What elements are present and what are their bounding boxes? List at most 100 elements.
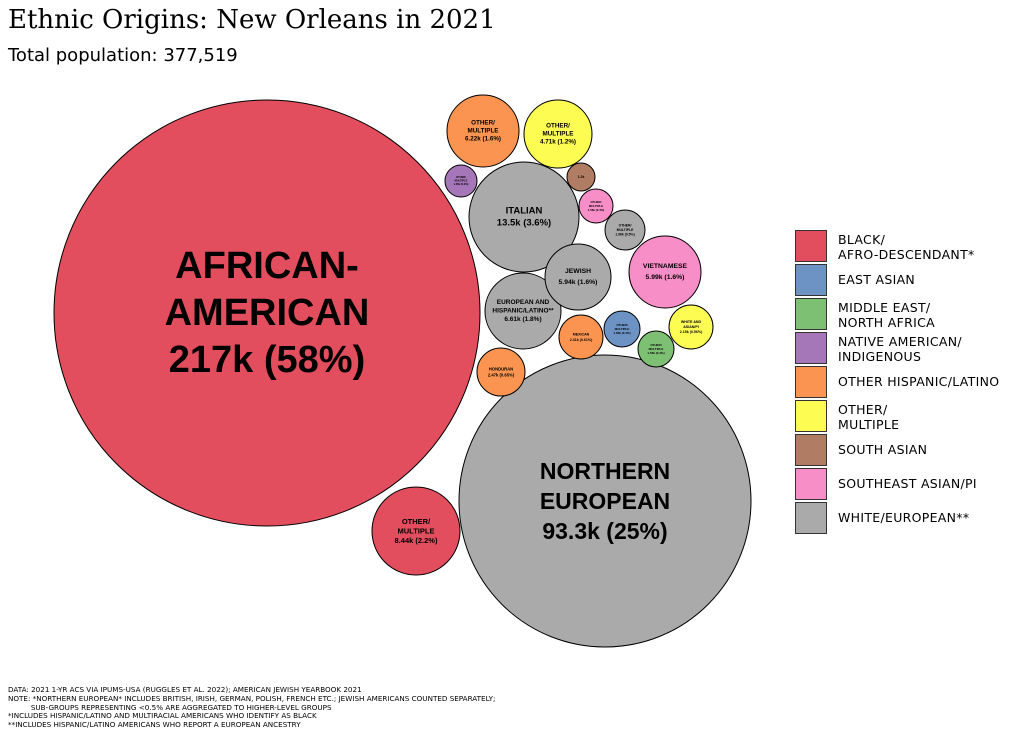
bubble-label: 1.26k (0.3%)	[454, 182, 469, 186]
bubble-label: 5.99k (1.6%)	[646, 274, 685, 281]
legend-swatch	[795, 434, 827, 466]
legend-label: NATIVE AMERICAN/ INDIGENOUS	[838, 334, 962, 364]
legend-swatch	[795, 502, 827, 534]
bubble-label: OTHER/	[619, 224, 632, 228]
note-line: DATA: 2021 1-YR ACS VIA IPUMS-USA (RUGGL…	[8, 685, 362, 694]
legend-label: BLACK/ AFRO-DESCENDANT*	[838, 232, 975, 262]
bubble-label: MULTIPLE	[542, 131, 573, 138]
bubble-label: 1.2k	[578, 175, 585, 179]
bubble-label: OTHER/	[471, 120, 495, 127]
bubble-label: MULTIPLE	[615, 327, 630, 331]
bubble-white: EUROPEAN AND HISPANIC/LATINO**6.61k (1.8%…	[484, 272, 562, 350]
note-line: NOTE: *NORTHERN EUROPEAN* INCLUDES BRITI…	[8, 693, 496, 703]
bubble-label: 1.56k (0.4%)	[588, 208, 605, 212]
legend-item-middle-east: MIDDLE EAST/ NORTH AFRICA	[795, 298, 1024, 330]
bubble-label: HONDURAN	[489, 367, 513, 372]
bubble-label: 93.3k (25%)	[542, 518, 667, 544]
legend-swatch	[795, 298, 827, 330]
legend-item-hispanic: OTHER HISPANIC/LATINO	[795, 366, 1024, 398]
bubble-label: 6.61k (1.8%)	[504, 316, 541, 323]
legend-item-native: NATIVE AMERICAN/ INDIGENOUS	[795, 332, 1024, 364]
bubble-label: OTHER/	[456, 175, 466, 179]
bubble-label: MULTIPLE	[455, 179, 468, 183]
bubble-circle	[444, 164, 478, 198]
bubble-label: 2.47k (0.65%)	[488, 373, 515, 378]
bubble-label: MULTIPLE	[467, 128, 498, 135]
legend-label: SOUTHEAST ASIAN/PI	[838, 476, 977, 491]
bubble-black: AFRICAN- AMERICAN 217k (58%)	[53, 99, 481, 527]
legend-swatch	[795, 264, 827, 296]
bubble-circle	[53, 99, 481, 527]
legend-item-black: BLACK/ AFRO-DESCENDANT*	[795, 230, 1024, 262]
bubble-circle	[628, 235, 702, 309]
legend-item-other: OTHER/ MULTIPLE	[795, 400, 1024, 432]
legend: BLACK/ AFRO-DESCENDANT* EAST ASIAN MIDDL…	[795, 230, 1024, 536]
legend-swatch	[795, 400, 827, 432]
bubble-label: MULTIPLE	[649, 347, 664, 351]
bubble-circle	[604, 209, 646, 251]
note-line: SUB-GROUPS REPRESENTING <0.5% ARE AGGREG…	[8, 702, 332, 712]
bubble-label: AMERICAN	[165, 292, 370, 334]
bubble-label: 217k (58%)	[169, 339, 365, 381]
bubble-label: NORTHERN	[540, 458, 670, 484]
bubble-circle	[603, 310, 641, 348]
bubble-label: OTHER/	[546, 123, 570, 130]
bubble-label: 1.96k (0.5%)	[615, 233, 634, 237]
legend-item-southeast-asian: SOUTHEAST ASIAN/PI	[795, 468, 1024, 500]
bubble-circle	[578, 188, 614, 224]
legend-label: SOUTH ASIAN	[838, 442, 928, 457]
bubble-circle	[371, 486, 461, 576]
legend-label: EAST ASIAN	[838, 272, 916, 287]
chart-subtitle: Total population: 377,519	[8, 45, 238, 66]
bubble-label: OTHER/	[616, 323, 628, 327]
bubble-label: MEXICAN	[573, 332, 590, 336]
legend-label: MIDDLE EAST/ NORTH AFRICA	[838, 300, 935, 330]
bubble-circle	[476, 347, 526, 397]
bubble-label: 8.44k (2.2%)	[395, 536, 438, 545]
bubble-label: OTHER/	[591, 200, 602, 204]
bubble-circle	[484, 272, 562, 350]
bubble-southeast_asian: VIETNAMESE 5.99k (1.6%)	[628, 235, 702, 309]
bubble-circle	[558, 314, 604, 360]
legend-item-south-asian: SOUTH ASIAN	[795, 434, 1024, 466]
bubble-label: 4.71k (1.2%)	[540, 139, 576, 146]
bubble-hispanic: MEXICAN 2.31k (0.61%)	[558, 314, 604, 360]
bubble-label: EUROPEAN	[540, 488, 670, 514]
bubble-label: EUROPEAN AND	[497, 299, 550, 306]
bubble-white: NORTHERN EUROPEAN 93.3k (25%)	[458, 354, 752, 648]
bubble-label: OTHER/	[650, 343, 662, 347]
legend-item-white: WHITE/EUROPEAN**	[795, 502, 1024, 534]
bubble-label: JEWISH	[565, 268, 591, 275]
bubble-label: VIETNAMESE	[643, 263, 688, 270]
bubble-label: 6.22k (1.6%)	[465, 136, 501, 143]
bubble-label: 13.5k (3.6%)	[497, 218, 551, 229]
bubble-circle	[668, 304, 714, 350]
legend-item-east-asian: EAST ASIAN	[795, 264, 1024, 296]
bubble-chart: AFRICAN- AMERICAN 217k (58%) NORTHERN EUROPE…	[53, 94, 752, 648]
bubble-label: 2.15k (0.56%)	[680, 330, 703, 334]
note-line: **INCLUDES HISPANIC/LATINO AMERICANS WHO…	[8, 720, 301, 730]
chart-title: Ethnic Origins: New Orleans in 2021	[8, 5, 496, 35]
bubble-circle	[637, 330, 675, 368]
bubble-label: ITALIAN	[506, 206, 543, 217]
legend-label: OTHER HISPANIC/LATINO	[838, 374, 1000, 389]
legend-swatch	[795, 366, 827, 398]
bubble-circle	[523, 99, 593, 169]
bubble-label: OTHER/	[402, 517, 431, 526]
bubble-label: MULTIPLE	[617, 228, 634, 232]
bubble-label: 1.56k (0.4%)	[647, 351, 664, 355]
legend-swatch	[795, 230, 827, 262]
bubble-label: 5.94k (1.6%)	[559, 279, 598, 286]
bubble-label: HISPANIC/LATINO**	[492, 308, 554, 315]
source-notes: DATA: 2021 1-YR ACS VIA IPUMS-USA (RUGGL…	[8, 685, 1008, 730]
bubble-circle	[544, 243, 612, 311]
